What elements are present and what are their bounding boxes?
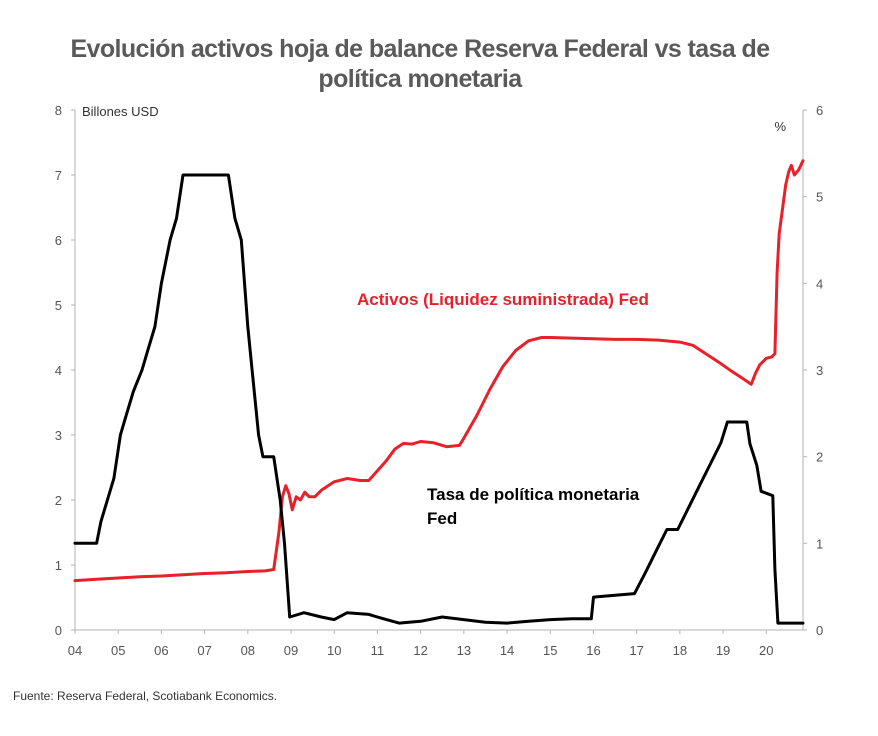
x-tick-label: 09: [284, 643, 298, 658]
policy-rate-label-line-1: Tasa de política monetaria: [427, 485, 640, 504]
left-tick-label: 0: [55, 623, 62, 638]
x-tick-label: 19: [716, 643, 730, 658]
policy-rate-label-line-2: Fed: [427, 509, 457, 528]
left-tick-label: 5: [55, 298, 62, 313]
series-line-policy-rate: [73, 173, 805, 625]
x-tick-label: 11: [371, 643, 385, 658]
left-tick-label: 1: [55, 558, 62, 573]
y-left-unit-label: Billones USD: [82, 104, 159, 119]
left-tick-label: 8: [55, 103, 62, 118]
source-note: Fuente: Reserva Federal, Scotiabank Econ…: [13, 689, 277, 703]
right-tick-label: 6: [816, 103, 823, 118]
left-tick-label: 3: [55, 428, 62, 443]
right-tick-label: 3: [816, 363, 823, 378]
x-tick-label: 14: [500, 643, 514, 658]
x-tick-label: 04: [68, 643, 82, 658]
assets-series-label: Activos (Liquidez suministrada) Fed: [357, 290, 649, 309]
x-axis-ticks: 04 05 06 07 08 09 10 11 12 13 14 15 16 17 18 19 20: [68, 630, 774, 658]
x-tick-label: 15: [543, 643, 557, 658]
x-tick-label: 13: [457, 643, 471, 658]
right-tick-label: 4: [816, 276, 823, 291]
right-tick-label: 2: [816, 450, 823, 465]
x-tick-label: 10: [327, 643, 341, 658]
x-tick-label: 16: [586, 643, 600, 658]
left-tick-label: 6: [55, 233, 62, 248]
left-axis-ticks: 0 1 2 3 4 5 6 7 8: [55, 103, 75, 638]
chart-title-line-2: política monetaria: [318, 65, 523, 93]
x-tick-label: 05: [111, 643, 125, 658]
right-tick-label: 5: [816, 190, 823, 205]
x-tick-label: 17: [629, 643, 643, 658]
x-tick-label: 06: [154, 643, 168, 658]
right-axis-ticks: 0 1 2 3 4 5 6: [803, 103, 823, 638]
series-layer: [73, 159, 805, 625]
x-tick-label: 08: [241, 643, 255, 658]
right-tick-label: 1: [816, 536, 823, 551]
left-tick-label: 7: [55, 168, 62, 183]
x-tick-label: 20: [759, 643, 773, 658]
right-tick-label: 0: [816, 623, 823, 638]
series-line-assets: [73, 159, 805, 583]
left-tick-label: 4: [55, 363, 62, 378]
x-tick-label: 07: [197, 643, 211, 658]
chart-title-line-1: Evolución activos hoja de balance Reserv…: [70, 35, 770, 63]
x-tick-label: 18: [673, 643, 687, 658]
x-tick-label: 12: [413, 643, 427, 658]
y-right-unit-label: %: [774, 119, 786, 134]
left-tick-label: 2: [55, 493, 62, 508]
